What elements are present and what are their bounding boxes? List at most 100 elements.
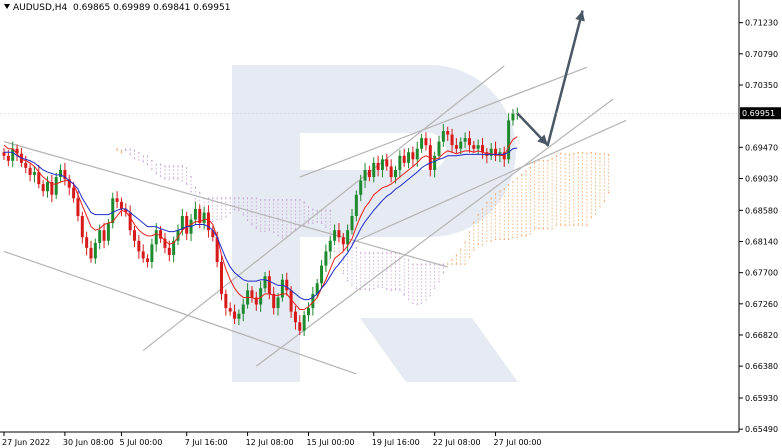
candle-body xyxy=(106,223,110,241)
cloud-edge-b xyxy=(590,216,592,219)
cloud-edge-b xyxy=(603,200,605,203)
cloud-edge-b xyxy=(199,191,201,194)
dropdown-triangle-icon[interactable] xyxy=(4,4,10,9)
cloud-edge-b xyxy=(507,238,510,241)
cloud-edge-a xyxy=(373,287,375,290)
cloud-edge-a xyxy=(368,289,371,292)
cloud-edge-b xyxy=(225,197,227,199)
cloud-edge-a xyxy=(229,212,231,214)
cloud-edge-b xyxy=(129,148,131,150)
cloud-edge-b xyxy=(186,167,188,169)
y-tick-label: 0.68580 xyxy=(745,206,778,215)
candle-body xyxy=(333,230,337,241)
cloud-edge-a xyxy=(564,153,566,155)
candle-body xyxy=(137,240,141,252)
candle-body xyxy=(119,201,123,209)
candle-body xyxy=(450,134,454,146)
cloud-edge-a xyxy=(568,154,571,156)
cloud-edge-a xyxy=(142,161,144,163)
candle-body xyxy=(32,172,36,175)
cloud-edge-b xyxy=(386,252,388,254)
ichimoku-lines xyxy=(3,136,518,310)
cloud-edge-a xyxy=(555,155,558,157)
cloud-edge-b xyxy=(138,151,140,154)
candle-body xyxy=(159,230,163,239)
candle-body xyxy=(437,141,441,156)
cloud-edge-a xyxy=(525,170,527,172)
candle-body xyxy=(272,293,276,309)
candle-body xyxy=(6,155,10,161)
cloud-edge-b xyxy=(168,165,170,167)
candle-body xyxy=(163,238,167,248)
cloud-edge-b xyxy=(290,199,292,201)
cloud-edge-b xyxy=(259,199,262,201)
candle-body xyxy=(494,148,498,156)
cloud-edge-b xyxy=(273,199,275,201)
cloud-edge-b xyxy=(286,199,288,201)
cloud-edge-a xyxy=(416,303,418,306)
cloud-edge-a xyxy=(468,231,471,233)
cloud-edge-b xyxy=(390,252,392,254)
cloud-edge-b xyxy=(499,238,501,241)
cloud-edge-a xyxy=(342,272,344,275)
cloud-edge-b xyxy=(512,236,514,239)
cloud-edge-b xyxy=(447,263,449,265)
candle-body xyxy=(454,145,458,149)
candle-body xyxy=(150,244,154,263)
cloud-edge-a xyxy=(512,180,514,183)
candle-body xyxy=(441,131,445,142)
cloud-edge-b xyxy=(281,199,284,201)
x-tick-label: 27 Jun 2022 xyxy=(2,438,50,447)
y-tick-label: 0.71230 xyxy=(745,19,778,28)
candle-body xyxy=(15,148,19,154)
candle-body xyxy=(311,293,315,309)
cloud-edge-a xyxy=(594,152,597,155)
cloud-edge-b xyxy=(416,263,418,265)
cloud-edge-a xyxy=(442,271,445,274)
cloud-edge-a xyxy=(364,288,366,290)
cloud-edge-b xyxy=(529,233,532,235)
cloud-edge-a xyxy=(172,177,175,180)
cloud-edge-a xyxy=(186,183,188,185)
cloud-edge-b xyxy=(581,224,584,226)
cloud-edge-a xyxy=(168,178,170,181)
cloud-edge-b xyxy=(525,235,527,237)
candle-body xyxy=(80,216,84,238)
candle-body xyxy=(324,251,328,266)
cloud-edge-a xyxy=(499,190,501,192)
cloud-edge-b xyxy=(142,155,144,157)
cloud-edge-a xyxy=(425,299,427,301)
x-tick-label: 15 Jul 00:00 xyxy=(307,438,355,447)
candle-body xyxy=(146,258,150,263)
cloud-edge-b xyxy=(468,256,471,258)
cloud-edge-b xyxy=(477,243,479,246)
cloud-edge-a xyxy=(216,218,218,221)
cloud-edge-b xyxy=(312,208,314,210)
x-tick-label: 5 Jul 00:00 xyxy=(119,438,162,447)
candle-body xyxy=(328,240,332,252)
arrow-down-icon xyxy=(537,134,548,146)
candle-body xyxy=(102,230,106,241)
candle-body xyxy=(415,148,419,160)
cloud-edge-b xyxy=(564,224,566,226)
candle-body xyxy=(385,159,389,167)
cloud-edge-b xyxy=(551,228,553,230)
cloud-edge-a xyxy=(473,221,475,224)
forecast-path xyxy=(516,10,584,147)
cloud-edge-b xyxy=(577,224,579,226)
candle-body xyxy=(298,322,302,331)
cloud-edge-b xyxy=(381,252,384,254)
cloud-edge-b xyxy=(377,252,379,254)
cloud-edge-a xyxy=(486,201,488,204)
candle-body xyxy=(433,155,437,170)
candle-body xyxy=(359,180,363,195)
cloud-edge-b xyxy=(473,249,475,251)
y-tick-label: 0.68140 xyxy=(745,237,778,246)
cloud-edge-b xyxy=(151,160,153,162)
cloud-edge-b xyxy=(538,228,540,230)
candle-body xyxy=(115,198,119,202)
cloud-edge-a xyxy=(333,250,336,253)
candlestick-series xyxy=(2,107,519,337)
